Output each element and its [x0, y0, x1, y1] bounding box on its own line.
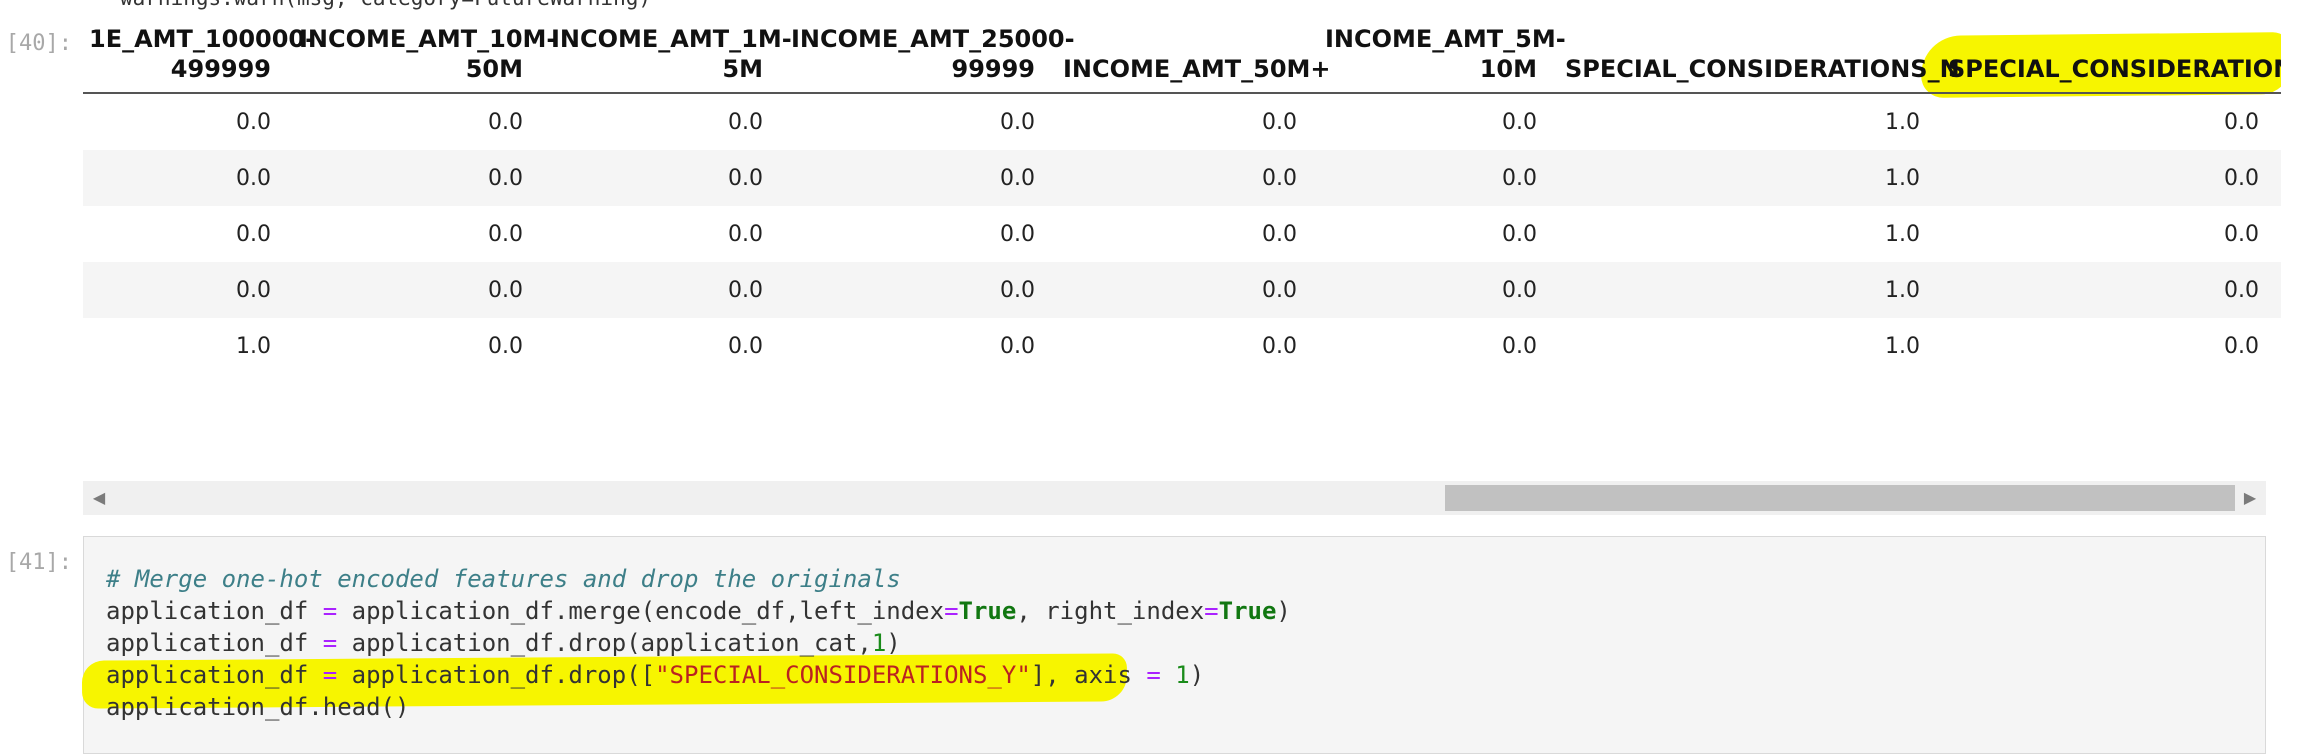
table-cell: 0.0: [83, 262, 293, 318]
table-cell: 0.0: [236, 109, 271, 135]
table-row: 0.0 0.0 0.0 0.0 0.0 0.0 1.0 0.0: [83, 93, 2281, 150]
column-header: INCOME_AMT_10M- 50M: [293, 18, 556, 94]
dataframe-output: 1E_AMT_100000- 499999 INCOME_AMT_10M- 50M…: [83, 0, 2281, 520]
table-cell: 0.0: [1057, 262, 1319, 318]
table-header-row: 1E_AMT_100000- 499999 INCOME_AMT_10M- 50M…: [83, 18, 2281, 94]
horizontal-scrollbar[interactable]: ◀ ▶: [83, 481, 2266, 515]
code-line-drop-cat: application_df = application_df.drop(app…: [106, 629, 901, 657]
table-cell: 0.0: [2224, 333, 2259, 359]
table-row: 0.0 0.0 0.0 0.0 0.0 0.0 1.0 0.0: [83, 262, 2281, 318]
scroll-left-arrow-icon[interactable]: ◀: [92, 488, 106, 507]
code-line-merge: application_df = application_df.merge(en…: [106, 597, 1291, 625]
column-header: INCOME_AMT_50M+: [1057, 18, 1331, 94]
table-cell: 0.0: [1262, 333, 1297, 359]
table-cell: 0.0: [785, 262, 1057, 318]
table-row: 1.0 0.0 0.0 0.0 0.0 0.0 1.0 0.0: [83, 318, 2281, 374]
column-header: INCOME_AMT_25000- 99999: [785, 18, 1075, 94]
table-cell: 0.0: [1502, 109, 1537, 135]
table-body: 0.0 0.0 0.0 0.0 0.0 0.0 1.0 0.0 0.0 0.0 0.0 0.0 0.0 0…: [83, 93, 2281, 374]
table-row: 0.0 0.0 0.0 0.0 0.0 0.0 1.0 0.0: [83, 206, 2281, 262]
table-row: 0.0 0.0 0.0 0.0 0.0 0.0 1.0 0.0: [83, 150, 2281, 206]
table-cell: 0.0: [1942, 150, 2281, 206]
table-cell: 1.0: [236, 333, 271, 359]
table-cell: 1.0: [1885, 109, 1920, 135]
table-cell: 0.0: [785, 150, 1057, 206]
cell-prompt-41: [41]:: [5, 550, 72, 575]
column-header: INCOME_AMT_5M- 10M: [1319, 18, 1566, 94]
table-cell: 1.0: [1559, 150, 1942, 206]
table-cell: 0.0: [1000, 109, 1035, 135]
table-cell: 0.0: [488, 221, 523, 247]
table-cell: 0.0: [293, 262, 545, 318]
table-cell: 0.0: [728, 221, 763, 247]
table-cell: 0.0: [293, 150, 545, 206]
table-cell: 1.0: [1559, 262, 1942, 318]
table-cell: 1.0: [1885, 221, 1920, 247]
table-cell: 0.0: [545, 150, 785, 206]
table-cell: 0.0: [1262, 221, 1297, 247]
table-cell: 0.0: [2224, 109, 2259, 135]
scrollbar-thumb[interactable]: [1445, 485, 2235, 511]
warning-output-line: warnings.warn(msg, category=FutureWarnin…: [120, 0, 651, 10]
code-line-head: application_df.head(): [106, 693, 410, 721]
table-cell: 0.0: [1502, 221, 1537, 247]
cell-prompt-40: [40]:: [5, 31, 72, 56]
column-header: SPECIAL_CONSIDERATIONS_N: [1559, 18, 1960, 94]
table-cell: 0.0: [488, 109, 523, 135]
code-cell-editor[interactable]: # Merge one-hot encoded features and dro…: [81, 536, 2266, 754]
table-cell: 0.0: [728, 333, 763, 359]
table-cell: 0.0: [236, 221, 271, 247]
column-header: SPECIAL_CONSIDERATIONS_Y: [1942, 18, 2281, 94]
column-header: INCOME_AMT_1M- 5M: [545, 18, 792, 94]
table-cell: 1.0: [1885, 333, 1920, 359]
code-line-drop-special: application_df = application_df.drop(["S…: [106, 661, 1205, 689]
table-cell: 0.0: [488, 333, 523, 359]
table-cell: 0.0: [1319, 150, 1559, 206]
table-cell: 0.0: [2224, 221, 2259, 247]
column-header: 1E_AMT_100000- 499999: [83, 18, 315, 94]
table-cell: 0.0: [1000, 221, 1035, 247]
scroll-right-arrow-icon[interactable]: ▶: [2243, 488, 2257, 507]
table-cell: 0.0: [1502, 333, 1537, 359]
table-cell: 0.0: [83, 150, 293, 206]
table-cell: 0.0: [1262, 109, 1297, 135]
table-cell: 0.0: [1319, 262, 1559, 318]
table-cell: 0.0: [728, 109, 763, 135]
table-cell: 0.0: [1942, 262, 2281, 318]
table-cell: 0.0: [1000, 333, 1035, 359]
table-cell: 0.0: [545, 262, 785, 318]
code-comment: # Merge one-hot encoded features and dro…: [106, 565, 901, 593]
table-cell: 0.0: [1057, 150, 1319, 206]
dataframe-table: 1E_AMT_100000- 499999 INCOME_AMT_10M- 50M…: [83, 18, 2281, 374]
